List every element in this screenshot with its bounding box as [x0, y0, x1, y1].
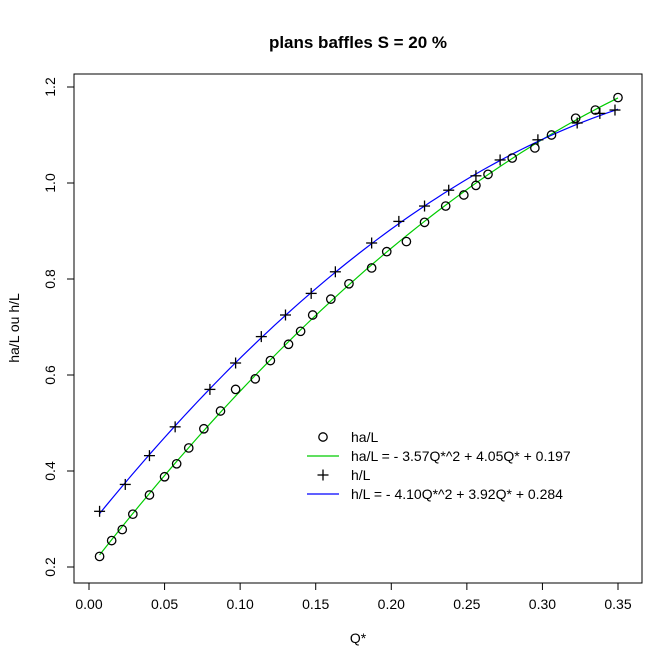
- data-points: [94, 92, 623, 562]
- ha-point: [440, 201, 451, 211]
- h-point: [279, 309, 291, 321]
- ha-point: [483, 169, 493, 180]
- x-tick-label: 0.35: [604, 596, 631, 612]
- y-tick-label: 0.4: [42, 461, 58, 481]
- y-tick-label: 0.2: [42, 557, 58, 577]
- h-point: [532, 134, 544, 146]
- ha-point: [366, 263, 377, 273]
- ha-point: [613, 92, 623, 103]
- ha-point: [230, 384, 241, 395]
- legend-marker-2: [317, 469, 329, 481]
- h-point: [609, 104, 621, 116]
- x-axis-title: Q*: [350, 630, 367, 646]
- ha-point: [183, 443, 194, 453]
- ha-point: [458, 190, 469, 200]
- h-point: [470, 170, 482, 182]
- h-point: [393, 215, 405, 227]
- ha-point: [117, 524, 128, 535]
- ha-point: [419, 217, 430, 228]
- ha-point: [401, 236, 412, 247]
- y-tick-label: 1.2: [42, 77, 58, 97]
- h-point: [94, 505, 106, 517]
- x-tick-label: 0.15: [302, 596, 329, 612]
- x-tick-label: 0.00: [75, 596, 102, 612]
- h-point: [230, 357, 242, 369]
- y-axis-title: ha/L ou h/L: [6, 293, 22, 363]
- x-tick-label: 0.25: [453, 596, 480, 612]
- ha-point: [265, 355, 276, 366]
- ha-point: [94, 551, 105, 562]
- h-point: [571, 117, 583, 129]
- h-point: [305, 287, 317, 299]
- legend-label-0: ha/L: [351, 429, 378, 445]
- ha-point: [215, 406, 226, 416]
- h-point: [419, 200, 431, 212]
- legend-label-1: ha/L = - 3.57Q*^2 + 4.05Q* + 0.197: [351, 448, 571, 464]
- h-point: [494, 154, 506, 166]
- h-point: [119, 478, 131, 490]
- h-point: [143, 450, 155, 462]
- chart-title: plans baffles S = 20 %: [269, 33, 447, 52]
- ha-point: [307, 310, 318, 320]
- ha-point: [159, 471, 170, 482]
- h-point: [169, 421, 181, 433]
- legend-label-2: h/L: [351, 467, 371, 483]
- ha-point: [144, 490, 155, 500]
- y-tick-label: 0.6: [42, 365, 58, 385]
- x-tick-label: 0.10: [227, 596, 254, 612]
- ha-point: [344, 278, 354, 289]
- ha-point: [171, 458, 182, 469]
- ha-point: [381, 246, 392, 257]
- x-tick-label: 0.20: [378, 596, 405, 612]
- legend-marker-0: [318, 432, 328, 442]
- x-axis: 0.00 0.05 0.10 0.15 0.20 0.25 0.30 0.35: [75, 582, 632, 612]
- ha-point: [127, 509, 138, 520]
- ha-point: [325, 294, 336, 305]
- legend-label-3: h/L = - 4.10Q*^2 + 3.92Q* + 0.284: [351, 486, 563, 502]
- h-point: [594, 107, 606, 119]
- x-tick-label: 0.30: [529, 596, 556, 612]
- ha-point: [295, 326, 306, 337]
- ha-point: [546, 130, 557, 140]
- plot-frame: [73, 73, 643, 584]
- ha-point: [250, 373, 261, 384]
- h-point: [255, 331, 267, 343]
- ha-point: [106, 535, 117, 546]
- ha-point: [507, 153, 518, 163]
- y-axis: 0.2 0.4 0.6 0.8 1.0 1.2: [42, 77, 75, 577]
- ha-point: [530, 143, 540, 153]
- ha-point: [283, 339, 294, 350]
- ha-point: [199, 423, 209, 434]
- h-point: [443, 184, 455, 196]
- h-point: [204, 383, 216, 395]
- h-point: [366, 237, 378, 249]
- y-tick-label: 0.8: [42, 269, 58, 289]
- legend: ha/L ha/L = - 3.57Q*^2 + 4.05Q* + 0.197 h/…: [307, 429, 571, 502]
- y-tick-label: 1.0: [42, 173, 58, 193]
- h-point: [329, 266, 341, 278]
- x-tick-label: 0.05: [151, 596, 178, 612]
